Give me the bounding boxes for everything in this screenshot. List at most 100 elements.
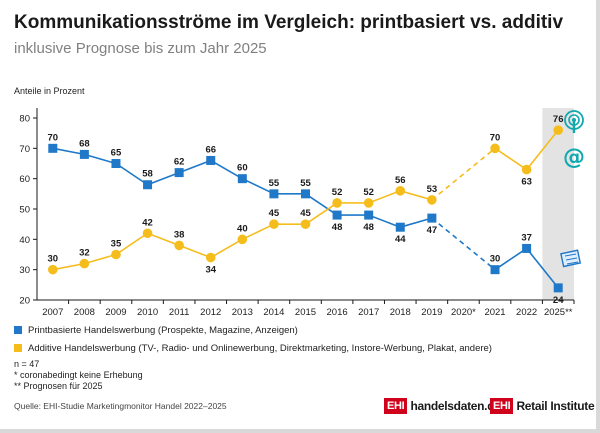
- x-tick-label: 2016: [327, 307, 348, 318]
- series-line-segment: [525, 247, 559, 289]
- data-point-additive: [79, 258, 90, 269]
- data-label-print: 55: [269, 178, 280, 189]
- legend-label-print: Printbasierte Handelswerbung (Prospekte,…: [28, 325, 298, 336]
- data-point-print: [174, 168, 184, 178]
- data-label-additive: 45: [269, 208, 280, 219]
- data-label-additive: 34: [205, 265, 216, 276]
- x-tick-label: 2013: [232, 307, 253, 318]
- x-tick-label: 2020*: [451, 307, 476, 318]
- data-point-print: [269, 189, 279, 199]
- data-label-print: 60: [237, 163, 248, 174]
- y-tick-label: 30: [19, 265, 30, 276]
- data-point-additive: [47, 264, 58, 275]
- series-line-segment: [178, 159, 212, 174]
- data-label-print: 58: [142, 169, 153, 180]
- x-tick-label: 2021: [484, 307, 505, 318]
- data-point-print: [143, 180, 153, 190]
- logo-box-ehi-retail: EHI: [490, 398, 514, 414]
- data-label-print: 30: [490, 254, 501, 265]
- series-line-segment: [52, 262, 85, 271]
- radio-tower-icon: [564, 110, 584, 133]
- data-point-print: [332, 210, 342, 220]
- data-label-additive: 35: [111, 239, 122, 250]
- data-point-print: [395, 222, 405, 232]
- newspaper-icon-line: [564, 253, 577, 257]
- chart-subtitle: inklusive Prognose bis zum Jahr 2025: [14, 40, 267, 57]
- data-label-additive: 30: [48, 254, 59, 265]
- series-line-segment: [210, 238, 243, 259]
- data-point-additive: [553, 125, 564, 135]
- y-axis-label: Anteile in Prozent: [14, 86, 85, 96]
- data-point-print: [237, 174, 247, 184]
- y-tick-label: 80: [19, 114, 30, 125]
- data-label-print: 68: [79, 138, 90, 149]
- data-point-print: [111, 159, 121, 168]
- series-line-segment: [494, 247, 528, 271]
- note-corona: * coronabedingt keine Erhebung: [14, 370, 143, 380]
- series-line-segment: [400, 190, 433, 201]
- x-tick-label: 2017: [358, 307, 379, 318]
- x-tick-label: 2014: [263, 307, 284, 318]
- series-line-segment: [525, 129, 559, 171]
- data-label-print: 62: [174, 157, 185, 168]
- y-tick-label: 70: [19, 144, 30, 155]
- data-point-print: [364, 210, 374, 220]
- data-label-additive: 76: [553, 114, 564, 125]
- data-point-additive: [427, 195, 437, 205]
- series-line-segment: [84, 253, 117, 265]
- data-point-additive: [237, 234, 248, 245]
- legend-swatch-print: [14, 326, 22, 334]
- data-point-additive: [300, 219, 311, 229]
- data-label-print: 66: [205, 144, 216, 155]
- series-line-segment: [241, 223, 275, 241]
- line-chart: 20 30 40 50 60 70 80 2007 2008 2009 2010 2011 2012 20…: [19, 108, 585, 318]
- x-tick-label: 2011: [169, 307, 189, 318]
- data-point-print: [206, 155, 216, 165]
- data-label-print: 48: [363, 222, 374, 233]
- data-label-additive: 52: [363, 187, 374, 198]
- logo-ehi-retail-institute: EHI Retail Institute: [490, 396, 595, 416]
- data-label-additive: 52: [332, 187, 343, 198]
- data-point-additive: [521, 164, 532, 175]
- legend-swatch-additive: [14, 344, 22, 352]
- data-point-print: [490, 265, 500, 275]
- data-label-additive: 45: [300, 208, 311, 219]
- data-point-print: [301, 189, 310, 199]
- note-forecast: ** Prognosen für 2025: [14, 381, 103, 391]
- newspaper-icon-line: [565, 257, 578, 261]
- series-line-segment: [494, 147, 528, 171]
- logo-box-ehi: EHI: [384, 398, 408, 414]
- newspaper-icon-sheet: [560, 249, 582, 268]
- data-label-print: 55: [300, 178, 311, 189]
- data-point-print: [79, 149, 89, 159]
- x-tick-label: 2008: [74, 307, 95, 318]
- series-line-segment: [84, 153, 117, 165]
- x-tick-label: 2015: [295, 307, 316, 318]
- x-tick-label: 2022: [516, 307, 537, 318]
- data-label-print: 70: [48, 132, 59, 143]
- series-line-segment: [115, 232, 149, 256]
- x-tick-label: 2010: [137, 307, 158, 318]
- data-point-print: [48, 143, 58, 153]
- chart-title: Kommunikationsströme im Vergleich: print…: [14, 12, 564, 33]
- data-label-additive: 56: [395, 175, 406, 186]
- data-label-additive: 42: [142, 217, 153, 228]
- data-point-additive: [142, 228, 153, 239]
- data-label-additive: 53: [427, 184, 438, 195]
- at-sign-icon: @: [563, 145, 585, 170]
- x-tick-label: 2012: [200, 307, 221, 318]
- x-tick-label: 2009: [105, 307, 126, 318]
- source-note: Quelle: EHI-Studie Marketingmonitor Hand…: [14, 401, 227, 411]
- data-label-print: 24: [553, 295, 564, 306]
- y-tick-label: 50: [19, 205, 30, 216]
- series-line-dashed: [431, 217, 496, 271]
- y-tick-label: 20: [19, 296, 30, 307]
- series-line-segment: [305, 193, 338, 216]
- y-tick-label: 60: [19, 174, 30, 185]
- data-point-print: [522, 243, 532, 253]
- series-line-segment: [368, 214, 401, 228]
- newspaper-icon-line: [566, 261, 579, 265]
- x-tick-label: 2007: [42, 307, 63, 318]
- series-additive: 30 32 35 42 38 34 40 45 45 52 52 56 53 70 63 76: [48, 114, 564, 275]
